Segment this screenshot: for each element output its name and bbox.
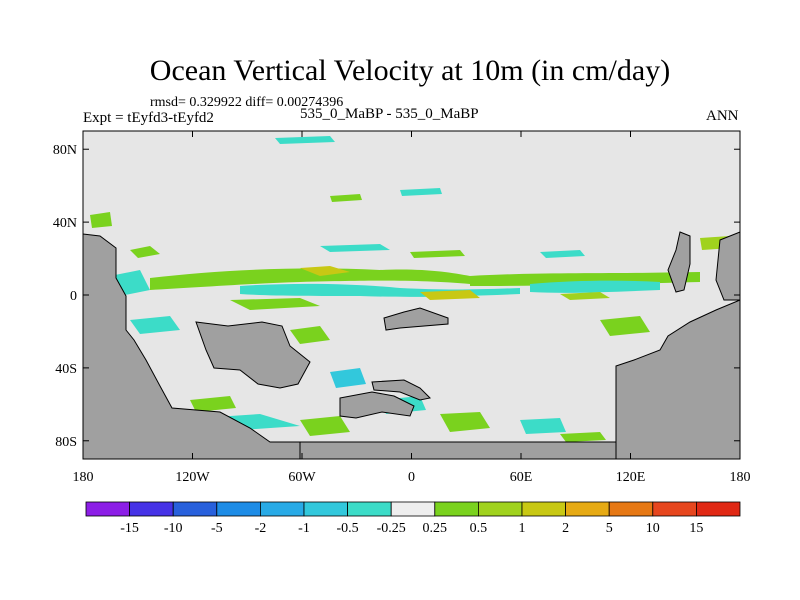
anomaly-patch bbox=[300, 416, 350, 436]
y-tick-label: 40S bbox=[55, 362, 77, 377]
anomaly-patch bbox=[190, 396, 236, 412]
colorbar-label: -0.25 bbox=[377, 521, 406, 536]
colorbar-label: 5 bbox=[606, 521, 613, 536]
anomaly-patch bbox=[330, 194, 362, 202]
anomaly-patch bbox=[530, 280, 660, 293]
anomaly-patch bbox=[560, 292, 610, 300]
colorbar-swatch bbox=[696, 501, 741, 517]
colorbar-label: 10 bbox=[646, 521, 660, 536]
stats-label: rmsd= 0.329922 diff= 0.00274396 bbox=[150, 95, 344, 110]
colorbar-swatch bbox=[303, 501, 348, 517]
x-tick-label: 120W bbox=[175, 470, 210, 485]
anomaly-patch bbox=[400, 188, 442, 196]
land-antarctic-spit bbox=[371, 379, 432, 401]
anomaly-patch bbox=[290, 326, 330, 344]
anomaly-patch bbox=[230, 298, 320, 310]
colorbar-label: 0.25 bbox=[423, 521, 448, 536]
anomaly-patch bbox=[275, 136, 335, 144]
x-tick-label: 180 bbox=[73, 470, 94, 485]
colorbar-swatch bbox=[652, 501, 697, 517]
anomaly-patch bbox=[440, 412, 490, 432]
land-eurasia-south bbox=[383, 307, 449, 331]
y-tick-label: 80N bbox=[53, 143, 77, 158]
case-label: 535_0_MaBP - 535_0_MaBP bbox=[300, 106, 479, 122]
anomaly-patch bbox=[150, 268, 470, 290]
colorbar-label: 2 bbox=[562, 521, 569, 536]
anomaly-patch bbox=[330, 368, 366, 388]
y-tick-label: 40N bbox=[53, 216, 77, 231]
colorbar-swatch bbox=[434, 501, 479, 517]
experiment-label: Expt = tEyfd3-tEyfd2 bbox=[83, 110, 214, 126]
colorbar-label: -2 bbox=[255, 521, 267, 536]
anomaly-patch bbox=[410, 250, 465, 258]
anomaly-patch bbox=[540, 250, 585, 258]
anomaly-patch bbox=[130, 246, 160, 258]
colorbar-label: -10 bbox=[164, 521, 183, 536]
colorbar-swatch bbox=[259, 501, 305, 517]
land-south-base bbox=[299, 441, 617, 460]
x-tick-label: 0 bbox=[408, 470, 415, 485]
colorbar-swatch bbox=[390, 501, 436, 517]
colorbar-swatch bbox=[347, 501, 392, 517]
land-antarctic-arm bbox=[339, 391, 415, 419]
colorbar-swatch bbox=[129, 501, 174, 517]
x-tick-label: 60W bbox=[288, 470, 316, 485]
x-tick-label: 60E bbox=[510, 470, 533, 485]
colorbar-label: 1 bbox=[519, 521, 526, 536]
colorbar-label: -1 bbox=[298, 521, 310, 536]
y-tick-label: 0 bbox=[70, 289, 77, 304]
land-pacific-rim bbox=[715, 231, 741, 301]
axis-ticks: 180 120W 60W 0 60E 120E 180 80N 40N 0 40S 80S bbox=[53, 131, 751, 485]
colorbar: -15 -10 -5 -2 -1 -0.5 -0.25 0.25 0.5 1 2 5 10 15 bbox=[85, 501, 741, 536]
colorbar-swatch bbox=[85, 501, 130, 517]
land-east-asia bbox=[667, 231, 691, 293]
x-tick-label: 180 bbox=[730, 470, 751, 485]
anomaly-patch bbox=[320, 244, 390, 252]
colorbar-swatch bbox=[216, 501, 261, 517]
anomaly-patch bbox=[130, 316, 180, 334]
colorbar-label: -0.5 bbox=[337, 521, 359, 536]
land-africa bbox=[195, 321, 311, 389]
anomaly-patch bbox=[520, 418, 566, 434]
y-tick-label: 80S bbox=[55, 435, 77, 450]
season-label: ANN bbox=[706, 108, 739, 124]
colorbar-label: 0.5 bbox=[470, 521, 488, 536]
colorbar-swatch bbox=[608, 501, 654, 517]
map-plot: 180 120W 60W 0 60E 120E 180 80N 40N 0 40S 80S bbox=[53, 130, 751, 485]
colorbar-label: 15 bbox=[689, 521, 703, 536]
anomaly-patch bbox=[90, 212, 112, 228]
anomaly-patch bbox=[600, 316, 650, 336]
anomaly-patch bbox=[560, 432, 606, 442]
x-tick-label: 120E bbox=[616, 470, 646, 485]
anomaly-patch bbox=[420, 290, 480, 300]
colorbar-swatch bbox=[172, 501, 218, 517]
colorbar-label: -15 bbox=[120, 521, 139, 536]
colorbar-swatch bbox=[521, 501, 566, 517]
colorbar-label: -5 bbox=[211, 521, 223, 536]
colorbar-swatch bbox=[477, 501, 523, 517]
colorbar-swatch bbox=[565, 501, 610, 517]
anomaly-patch bbox=[300, 266, 350, 276]
land-masses bbox=[82, 231, 741, 460]
chart-title: Ocean Vertical Velocity at 10m (in cm/da… bbox=[149, 54, 671, 87]
